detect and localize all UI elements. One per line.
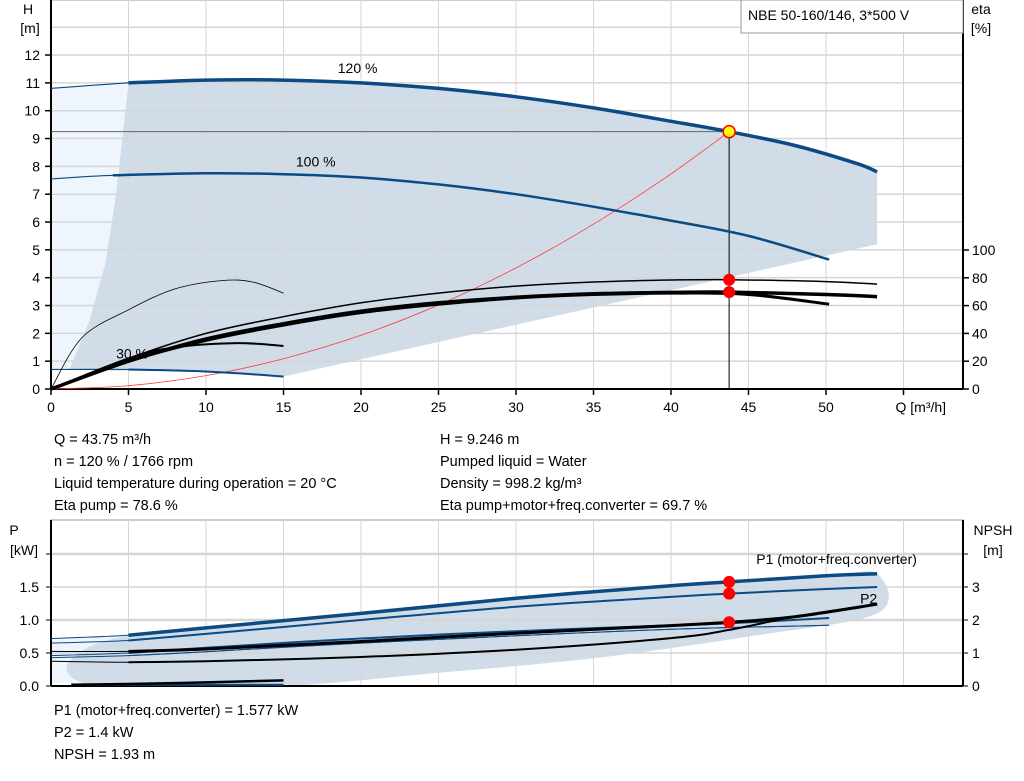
power-envelope — [66, 571, 889, 688]
flow-tick-label: 20 — [353, 399, 369, 415]
npsh-axis-label: NPSH — [974, 522, 1013, 538]
product-title: NBE 50-160/146, 3*500 V — [748, 7, 910, 23]
info-eta-total: Eta pump+motor+freq.converter = 69.7 % — [440, 498, 708, 514]
head-tick-label: 11 — [25, 75, 40, 91]
flow-tick-label: 40 — [663, 399, 679, 415]
npsh-axis-unit: [m] — [983, 542, 1002, 558]
system-curve — [50, 131, 730, 390]
power-curve — [128, 586, 878, 642]
info-flow: Q = 43.75 m³/h — [54, 432, 152, 448]
eta-tick-label: 100 — [972, 242, 996, 258]
p1-marker — [723, 575, 736, 588]
flow-tick-label: 15 — [276, 399, 292, 415]
power-tick-label: 0.0 — [20, 678, 40, 694]
power-axis-label: P — [9, 522, 18, 538]
head-tick-label: 1 — [32, 353, 40, 369]
head-tick-label: 7 — [32, 186, 40, 202]
flow-tick-label: 30 — [508, 399, 524, 415]
power-info: P1 (motor+freq.converter) = 1.577 kW P2 … — [54, 700, 298, 766]
flow-tick-label: 5 — [125, 399, 133, 415]
npsh-tick-label: 2 — [972, 612, 980, 628]
head-tick-label: 12 — [24, 47, 40, 63]
info-speed: n = 120 % / 1766 rpm — [54, 454, 194, 470]
info-density: Density = 998.2 kg/m³ — [440, 476, 582, 492]
info-liquid: Pumped liquid = Water — [440, 454, 587, 470]
npsh-marker — [723, 616, 736, 629]
power-tick-label: 1.5 — [20, 579, 40, 595]
p2-marker — [723, 587, 736, 600]
head-tick-label: 4 — [32, 270, 40, 286]
flow-tick-label: 10 — [198, 399, 214, 415]
flow-tick-label: 50 — [818, 399, 834, 415]
head-tick-label: 5 — [32, 242, 40, 258]
speed-label: 100 % — [296, 153, 336, 169]
head-tick-label: 3 — [32, 298, 40, 314]
flow-tick-label: 0 — [47, 399, 55, 415]
info-head: H = 9.246 m — [440, 432, 520, 448]
eta-pump-marker — [723, 273, 736, 286]
power-curve-label: P2 — [860, 591, 877, 607]
info-p1: P1 (motor+freq.converter) = 1.577 kW — [54, 703, 299, 719]
info-eta-pump: Eta pump = 78.6 % — [54, 498, 178, 514]
npsh-curve — [71, 679, 284, 686]
eta-curve — [50, 279, 284, 390]
eta-tick-label: 0 — [972, 381, 980, 397]
npsh-tick-label: 0 — [972, 678, 980, 694]
flow-tick-label: 45 — [741, 399, 757, 415]
head-envelope-light — [51, 82, 129, 370]
head-tick-label: 2 — [32, 325, 40, 341]
duty-info-left: Q = 43.75 m³/h n = 120 % / 1766 rpm Liqu… — [54, 429, 337, 517]
npsh-curve — [128, 603, 878, 664]
duty-info-right: H = 9.246 m Pumped liquid = Water Densit… — [440, 429, 707, 517]
eta-total-marker — [723, 286, 736, 299]
info-p2: P2 = 1.4 kW — [54, 725, 134, 741]
eta-axis-unit: [%] — [971, 20, 991, 36]
head-curve-30 — [128, 368, 284, 378]
power-curve — [128, 572, 878, 637]
head-axis-label: H — [23, 1, 33, 17]
product-title-box — [740, 0, 964, 34]
info-temperature: Liquid temperature during operation = 20… — [54, 476, 337, 492]
npsh-tick-label: 1 — [972, 645, 980, 661]
head-tick-label: 0 — [32, 381, 40, 397]
eta-curve — [50, 342, 284, 390]
power-curve-label: P1 (motor+freq.converter) — [756, 551, 917, 567]
eta-tick-label: 20 — [972, 353, 988, 369]
head-tick-label: 10 — [24, 103, 40, 119]
flow-tick-label: 25 — [431, 399, 447, 415]
eta-tick-label: 80 — [972, 270, 988, 286]
power-tick-label: 0.5 — [20, 645, 40, 661]
eta-tick-label: 40 — [972, 325, 988, 341]
speed-label: 120 % — [338, 60, 378, 76]
head-curve-120 — [128, 77, 878, 174]
power-axis-unit: [kW] — [10, 542, 38, 558]
head-tick-label: 9 — [32, 131, 40, 147]
npsh-curve — [128, 602, 878, 653]
eta-tick-label: 60 — [972, 298, 988, 314]
duty-point-marker — [722, 124, 736, 139]
power-curve — [128, 624, 830, 657]
head-envelope — [69, 79, 878, 377]
power-tick-label: 1.0 — [20, 612, 40, 628]
head-tick-label: 8 — [32, 158, 40, 174]
npsh-tick-label: 3 — [972, 579, 980, 595]
head-tick-label: 6 — [32, 214, 40, 230]
flow-tick-label: 35 — [586, 399, 602, 415]
head-axis-unit: [m] — [20, 20, 39, 36]
head-curve-100 — [112, 172, 830, 261]
eta-axis-label: eta — [971, 1, 991, 17]
info-npsh: NPSH = 1.93 m — [54, 747, 156, 763]
flow-axis-label: Q [m³/h] — [896, 399, 947, 415]
